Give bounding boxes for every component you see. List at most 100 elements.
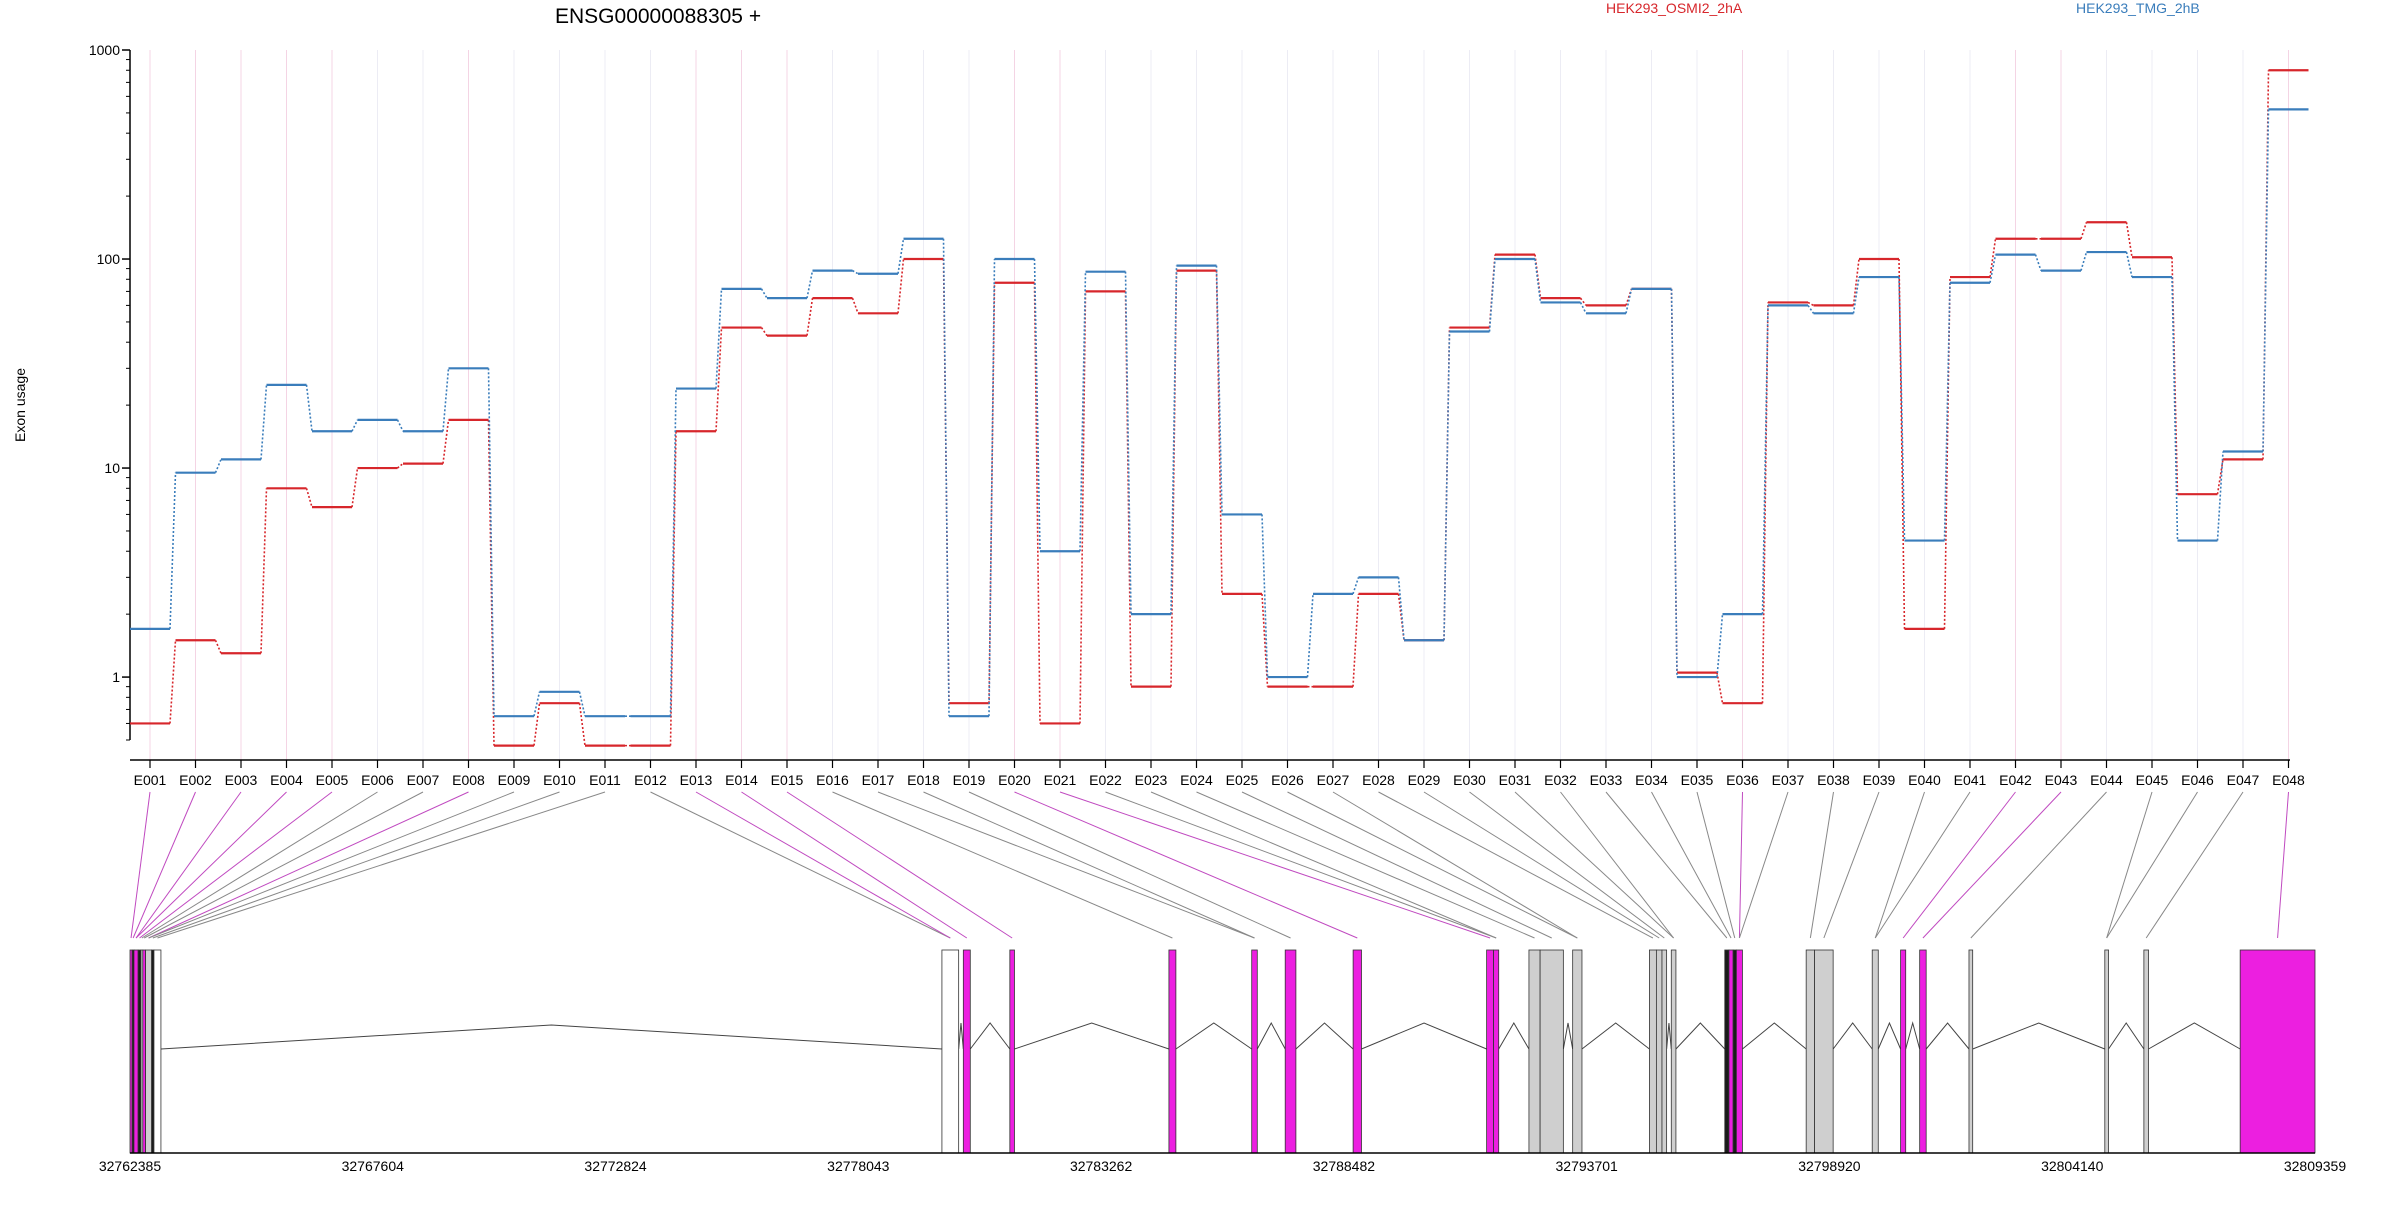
gene-exon-7: [145, 949, 153, 1154]
exon-link-e004: [135, 791, 287, 939]
connector-2: [1807, 304, 1815, 314]
connector-2: [2262, 109, 2270, 452]
exon-link-e010: [152, 791, 560, 939]
gene-exon-38: [2239, 949, 2316, 1154]
connector-2: [1761, 305, 1769, 615]
connector-2: [942, 238, 950, 717]
x-tick-label-e025: E025: [1226, 772, 1259, 788]
connector-2: [487, 368, 495, 717]
gene-exon-12: [1009, 949, 1015, 1154]
gene-model: 32762385 32767604 32772824 32778043 32783262…: [99, 949, 2347, 1174]
connector-1: [1761, 302, 1769, 704]
x-tick-label-e019: E019: [953, 772, 986, 788]
gene-exon-20: [1539, 949, 1564, 1154]
x-tick-label-e024: E024: [1180, 772, 1213, 788]
exon-link-e015: [786, 791, 1013, 939]
genomic-tick-label: 32804140: [2041, 1158, 2104, 1174]
exon-link-e019: [968, 791, 1291, 939]
y-tick-label: 10: [104, 460, 120, 476]
gene-exon-37: [2143, 949, 2149, 1154]
legend-label-series-1: HEK293_OSMI2_2hA: [1606, 0, 1743, 16]
exon-link-e043: [1922, 791, 2062, 939]
gene-exon-32: [1871, 949, 1879, 1154]
connector-2: [2171, 277, 2179, 541]
connector-1: [1579, 297, 1587, 306]
x-tick-label-e013: E013: [680, 772, 713, 788]
connector-2: [1443, 331, 1451, 641]
connector-2: [1670, 288, 1678, 678]
connector-2: [669, 388, 677, 717]
exon-link-e034: [1651, 791, 1732, 939]
connector-2: [2034, 254, 2042, 271]
x-tick-label-e017: E017: [862, 772, 895, 788]
connector-2: [1261, 514, 1269, 678]
y-tick-label: 1000: [89, 42, 120, 58]
genomic-tick-label: 32809359: [2284, 1158, 2347, 1174]
exon-link-e014: [741, 791, 968, 939]
connector-1: [897, 258, 905, 314]
x-tick-label-e043: E043: [2045, 772, 2078, 788]
exon-link-e007: [143, 791, 424, 939]
intron-line: [1877, 1021, 1902, 1050]
x-tick-label-e029: E029: [1408, 772, 1441, 788]
connector-2: [442, 368, 450, 432]
connector-1: [578, 703, 586, 746]
connector-1: [2262, 70, 2270, 460]
connector-2: [305, 384, 313, 432]
intron-line: [1905, 1021, 1921, 1050]
connector-1: [760, 327, 768, 337]
x-tick-label-e048: E048: [2272, 772, 2305, 788]
connector-1: [351, 467, 359, 508]
gene-exon-30: [1805, 949, 1815, 1154]
x-tick-label-e010: E010: [543, 772, 576, 788]
exon-link-e028: [1378, 791, 1654, 939]
gene-exon-14: [1251, 949, 1258, 1154]
gene-exon-24: [1661, 949, 1668, 1154]
connector-1: [2125, 222, 2133, 258]
connector-1: [2171, 257, 2179, 495]
gene-exon-4: [137, 949, 142, 1154]
connector-1: [1079, 291, 1087, 724]
connector-1: [1033, 282, 1041, 724]
connector-1: [396, 462, 404, 469]
x-tick-label-e036: E036: [1726, 772, 1759, 788]
exon-link-e011: [157, 791, 606, 939]
connector-2: [1033, 259, 1041, 552]
x-tick-label-e022: E022: [1089, 772, 1122, 788]
connector-2: [1352, 577, 1360, 595]
exon-link-e006: [141, 791, 378, 939]
intron-line: [1175, 1022, 1252, 1050]
legend-label-series-2: HEK293_TMG_2hB: [2076, 0, 2200, 16]
connector-2: [897, 238, 905, 274]
exon-link-e038: [1809, 791, 1834, 939]
connector-2: [578, 691, 586, 717]
exon-link-e003: [135, 791, 242, 939]
connector-2: [533, 691, 541, 717]
x-tick-label-e031: E031: [1499, 772, 1532, 788]
x-tick-label-e014: E014: [725, 772, 758, 788]
connector-2: [1989, 254, 1997, 283]
gene-exon-23: [1655, 949, 1663, 1154]
x-tick-label-e034: E034: [1635, 772, 1668, 788]
x-tick-label-e032: E032: [1544, 772, 1577, 788]
intron-line: [1832, 1022, 1873, 1050]
genomic-tick-label: 32783262: [1070, 1158, 1133, 1174]
x-tick-label-e008: E008: [452, 772, 485, 788]
x-tick-label-e021: E021: [1044, 772, 1077, 788]
connector-1: [1170, 270, 1178, 687]
gene-exon-11: [962, 949, 971, 1154]
connector-2: [169, 472, 177, 629]
connector-1: [1352, 593, 1360, 687]
exon-link-e013: [695, 791, 951, 939]
exon-link-e045: [2106, 791, 2153, 939]
y-tick-label: 1: [112, 669, 120, 685]
intron-line: [1666, 1022, 1672, 1050]
x-tick-label-e001: E001: [134, 772, 167, 788]
exon-link-e029: [1423, 791, 1660, 939]
exon-link-e012: [650, 791, 951, 939]
exon-link-e026: [1287, 791, 1578, 939]
connector-2: [1306, 593, 1314, 678]
x-tick-label-e035: E035: [1681, 772, 1714, 788]
gene-exon-26: [1724, 949, 1730, 1154]
